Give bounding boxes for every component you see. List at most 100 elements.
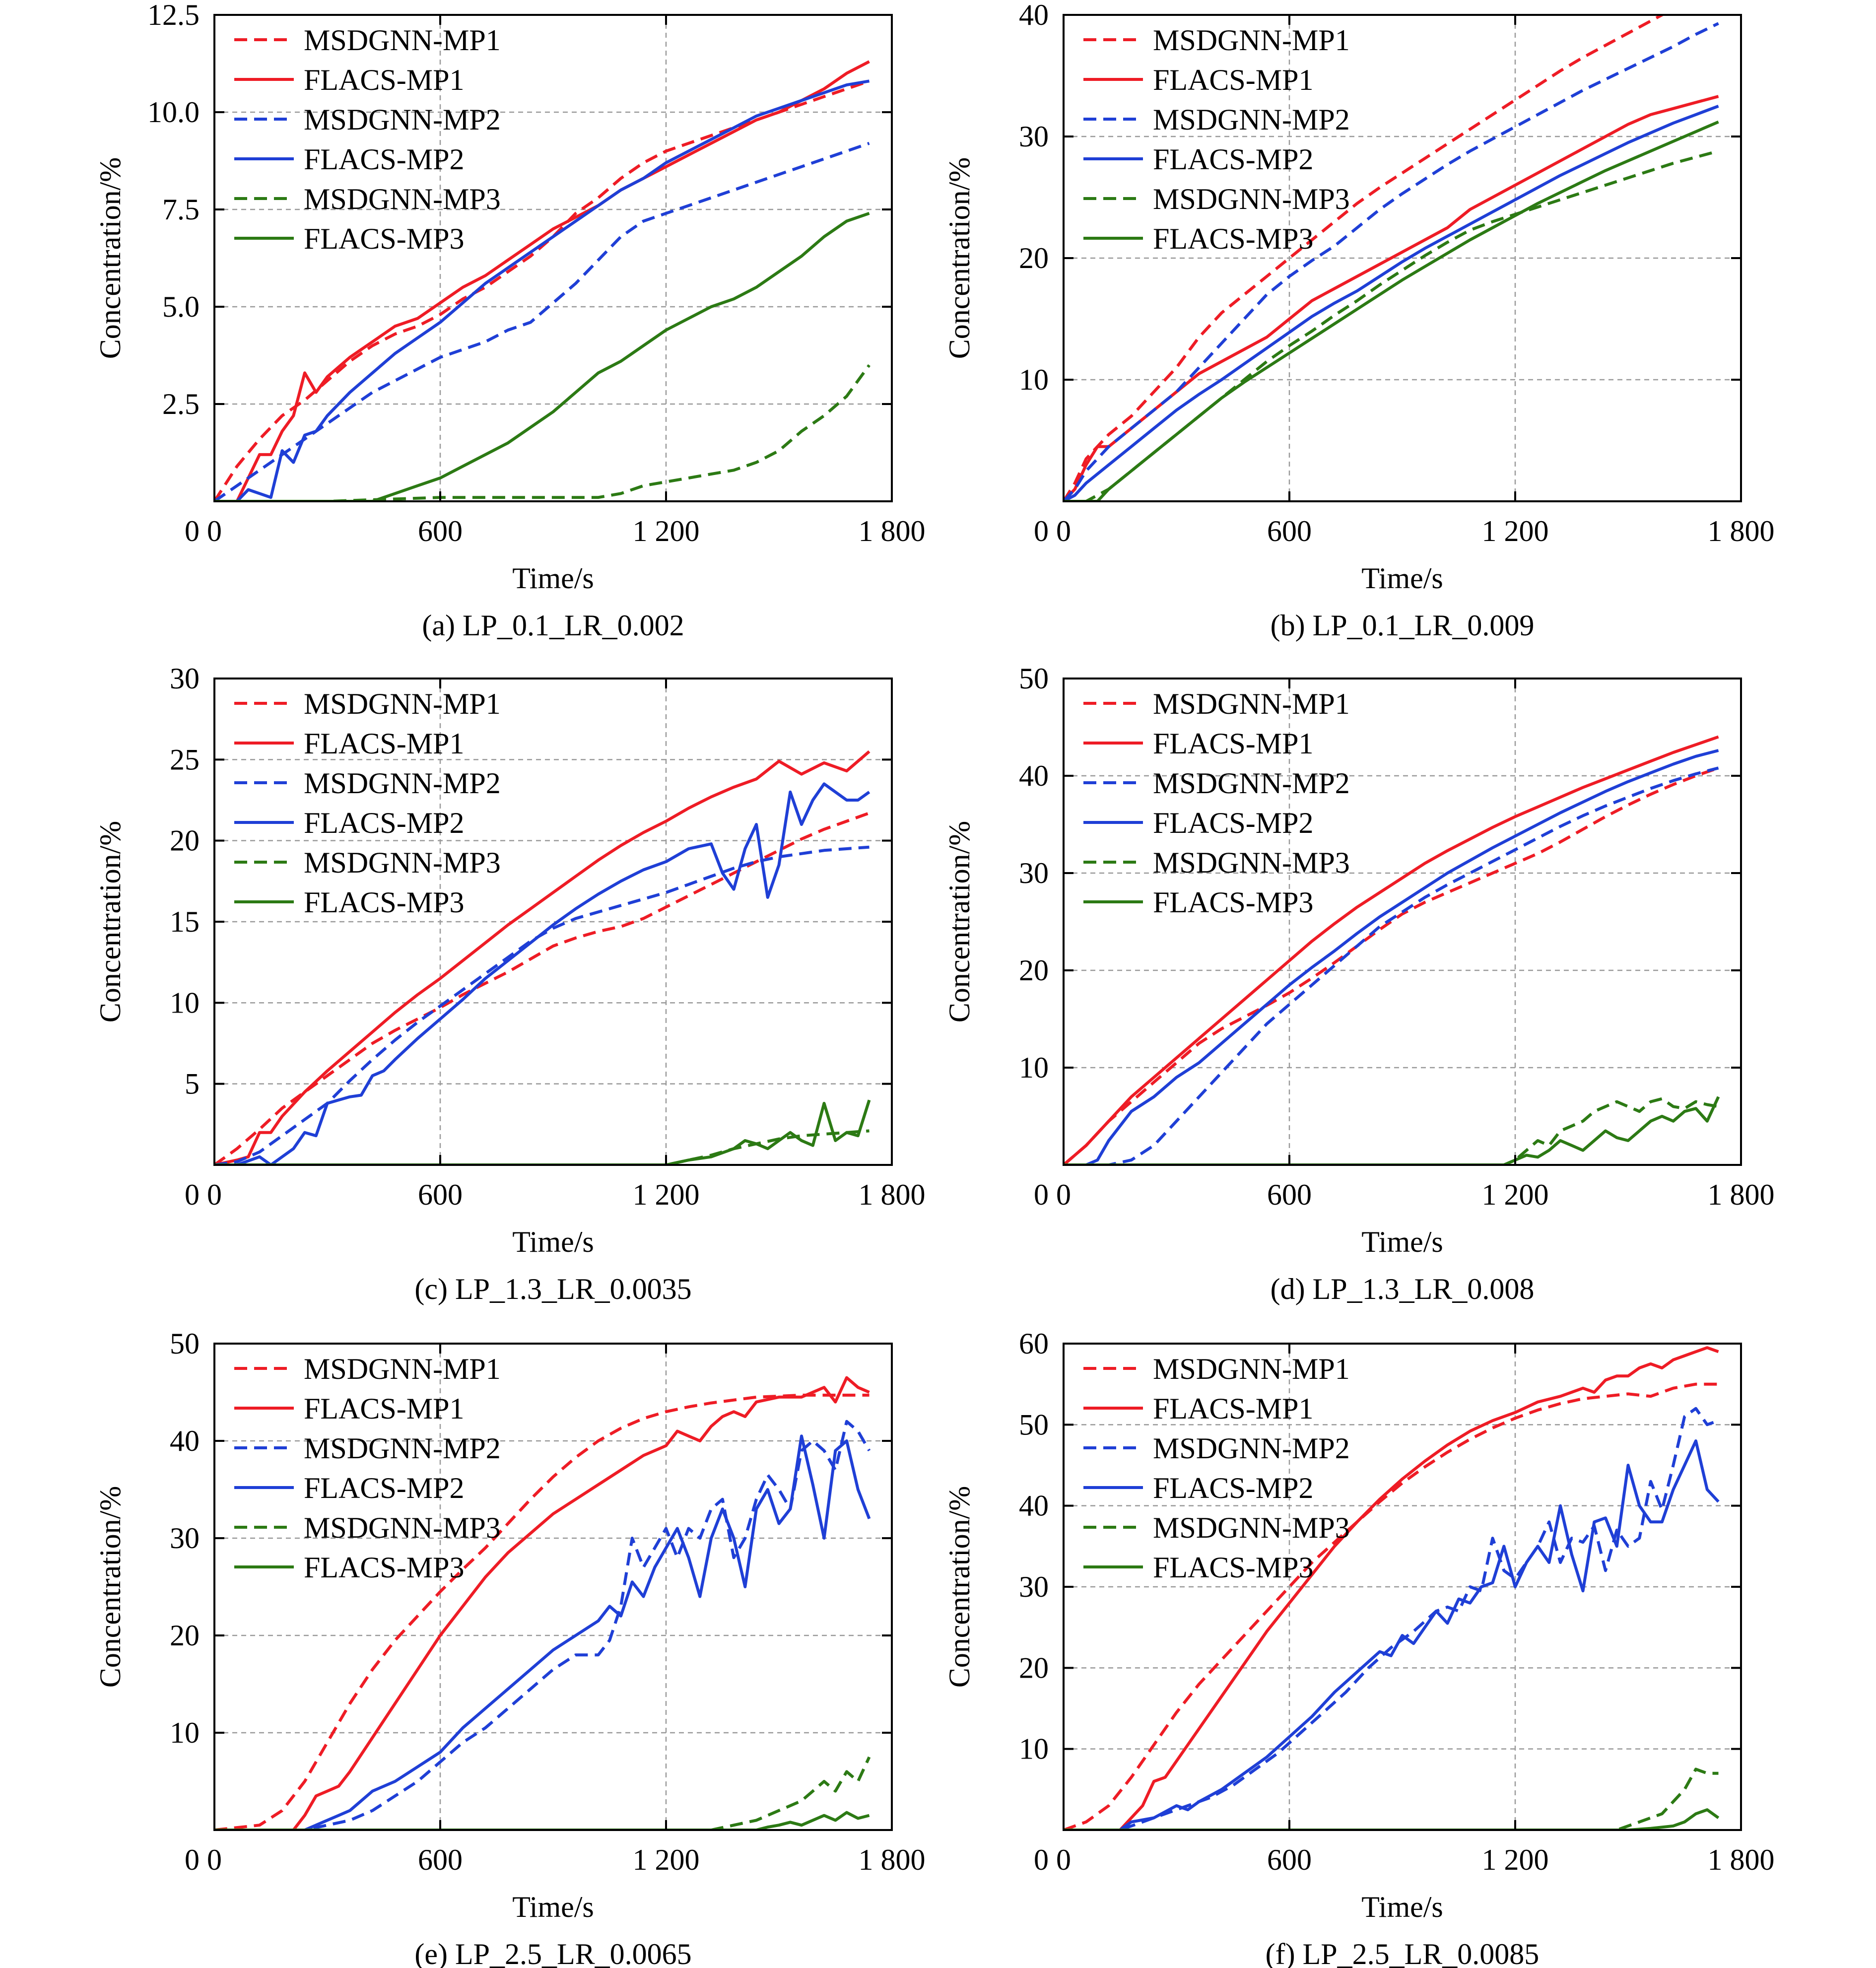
series-line-msdgnn-mp3	[1064, 1767, 1719, 1830]
legend-label: FLACS-MP2	[304, 807, 464, 839]
chart-panel-e: 0 600 1 200 1 800 10 20 30 40 50 0 Time/s Concentra…	[94, 1327, 926, 1968]
legend-label: FLACS-MP1	[1153, 727, 1313, 760]
legend-label: MSDGNN-MP2	[1153, 1432, 1350, 1465]
legend-label: FLACS-MP3	[304, 1551, 464, 1584]
x-axis-title: Time/s	[512, 562, 594, 595]
x-tick-label: 1 800	[1708, 515, 1775, 547]
legend: MSDGNN-MP1 FLACS-MP1 MSDGNN-MP2 FLACS-MP2 MS…	[1083, 24, 1350, 255]
y-tick-label: 30	[170, 662, 200, 695]
x-axis-title: Time/s	[512, 1891, 594, 1923]
series-line-flacs-mp3	[1064, 120, 1719, 501]
y-tick-label: 10	[170, 1716, 200, 1749]
y-tick-label: 5	[185, 1068, 200, 1100]
origin-label: 0	[185, 515, 200, 547]
series-line-flacs-mp2	[1064, 1439, 1720, 1830]
x-tick-label: 1 800	[1708, 1843, 1775, 1876]
y-axis-title: Concentration/%	[943, 821, 976, 1023]
series-line-flacs-mp1	[214, 750, 871, 1165]
legend-label: MSDGNN-MP3	[304, 1511, 501, 1544]
series-line-flacs-mp2	[214, 782, 871, 1165]
y-tick-label: 60	[1019, 1327, 1049, 1360]
series-line-flacs-mp1	[214, 60, 870, 501]
y-tick-label: 20	[170, 1619, 200, 1652]
x-tick-label: 600	[418, 1843, 463, 1876]
y-tick-label: 20	[1019, 1651, 1049, 1684]
series-line-msdgnn-mp2	[1064, 766, 1719, 1165]
legend: MSDGNN-MP1 FLACS-MP1 MSDGNN-MP2 FLACS-MP2 MS…	[1083, 1353, 1350, 1584]
series-line-flacs-mp2	[1064, 749, 1719, 1165]
y-tick-label: 40	[170, 1425, 200, 1457]
legend-label: MSDGNN-MP2	[1153, 103, 1350, 136]
legend-label: MSDGNN-MP3	[1153, 1511, 1350, 1544]
legend: MSDGNN-MP1 FLACS-MP1 MSDGNN-MP2 FLACS-MP2 MS…	[234, 1353, 501, 1584]
y-axis-title: Concentration/%	[943, 157, 976, 359]
plot-frame	[213, 1343, 893, 1831]
series-line-msdgnn-mp2	[1064, 1407, 1719, 1830]
chart-panel-d: 0 600 1 200 1 800 10 20 30 40 50 0 Time/s Concentra…	[943, 662, 1775, 1305]
y-tick-label: 10.0	[147, 96, 200, 129]
legend-label: MSDGNN-MP1	[1153, 687, 1350, 720]
series-line-flacs-mp1	[1064, 735, 1719, 1165]
panel-caption: (e) LP_2.5_LR_0.0065	[414, 1938, 691, 1968]
x-tick-label: 1 200	[1482, 515, 1549, 547]
x-tick-label: 1 200	[633, 1178, 700, 1211]
series-line-msdgnn-mp1	[1064, 15, 1666, 501]
legend: MSDGNN-MP1 FLACS-MP1 MSDGNN-MP2 FLACS-MP2 MS…	[234, 687, 501, 919]
panel-caption: (d) LP_1.3_LR_0.008	[1271, 1273, 1535, 1305]
y-axis-title: Concentration/%	[94, 1486, 127, 1688]
legend-label: FLACS-MP2	[304, 143, 464, 176]
legend-label: FLACS-MP1	[304, 727, 464, 760]
chart-panel-a: 0 600 1 200 1 800 2.5 5.0 7.5 10.0 12.5 0 Time/s Co…	[94, 0, 926, 642]
series-line-msdgnn-mp3	[214, 1756, 871, 1830]
legend-label: FLACS-MP2	[304, 1472, 464, 1504]
y-tick-label: 20	[1019, 242, 1049, 274]
x-tick-label: 1 200	[633, 1843, 700, 1876]
x-tick-label: 1 200	[1482, 1178, 1549, 1211]
panel-caption: (a) LP_0.1_LR_0.002	[422, 609, 684, 642]
y-tick-label: 40	[1019, 759, 1049, 792]
origin-label: 0	[1034, 1843, 1049, 1876]
panel-caption: (c) LP_1.3_LR_0.0035	[414, 1273, 691, 1305]
panel-caption: (b) LP_0.1_LR_0.009	[1271, 609, 1535, 642]
origin-label: 0	[185, 1843, 200, 1876]
x-axis-title: Time/s	[1361, 562, 1443, 595]
legend-label: FLACS-MP2	[1153, 143, 1313, 176]
y-tick-label: 7.5	[162, 193, 200, 226]
x-tick-label: 600	[1267, 515, 1312, 547]
legend-label: MSDGNN-MP3	[1153, 183, 1350, 215]
y-tick-label: 50	[1019, 662, 1049, 695]
legend-label: MSDGNN-MP2	[1153, 767, 1350, 800]
x-tick-label: 0	[207, 515, 222, 547]
y-tick-label: 5.0	[162, 290, 200, 323]
x-tick-label: 1 800	[859, 515, 926, 547]
x-tick-label: 0	[1056, 1843, 1071, 1876]
y-tick-label: 25	[170, 743, 200, 776]
y-axis-title: Concentration/%	[94, 821, 127, 1023]
y-tick-label: 20	[170, 824, 200, 857]
x-axis-title: Time/s	[512, 1225, 594, 1258]
y-tick-label: 30	[1019, 120, 1049, 153]
y-tick-label: 10	[170, 986, 200, 1019]
y-tick-label: 40	[1019, 0, 1049, 31]
y-tick-label: 30	[170, 1522, 200, 1555]
legend-label: MSDGNN-MP3	[304, 846, 501, 879]
x-tick-label: 0	[1056, 515, 1071, 547]
y-tick-label: 50	[170, 1327, 200, 1360]
legend-label: FLACS-MP3	[1153, 1551, 1313, 1584]
legend-label: FLACS-MP3	[1153, 222, 1313, 255]
x-tick-label: 600	[1267, 1843, 1312, 1876]
x-axis-title: Time/s	[1361, 1225, 1443, 1258]
y-tick-label: 10	[1019, 363, 1049, 396]
chart-panel-f: 0 600 1 200 1 8001020304050600Time/sConcent…	[943, 1327, 1775, 1968]
chart-panel-b: 0 600 1 200 1 800 10 20 30 40 0 Time/s Concentrati…	[943, 0, 1775, 642]
legend-label: FLACS-MP1	[1153, 1392, 1313, 1425]
series-line-msdgnn-mp2	[1064, 22, 1719, 501]
origin-label: 0	[1034, 1178, 1049, 1211]
series-line-flacs-mp1	[1064, 1346, 1719, 1830]
x-tick-label: 1 800	[859, 1178, 926, 1211]
y-tick-label: 20	[1019, 954, 1049, 987]
legend-label: FLACS-MP2	[1153, 1472, 1313, 1504]
series-line-flacs-mp2	[214, 1434, 871, 1830]
y-tick-label: 30	[1019, 1570, 1049, 1603]
legend-label: MSDGNN-MP3	[1153, 846, 1350, 879]
